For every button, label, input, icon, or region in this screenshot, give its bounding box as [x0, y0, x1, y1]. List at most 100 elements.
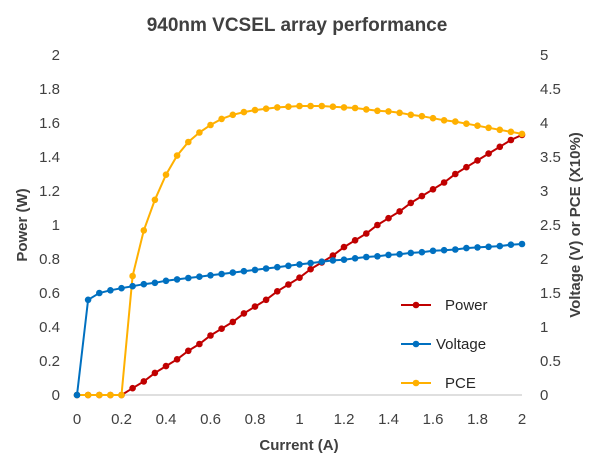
data-point-power [351, 237, 359, 244]
data-point-voltage [374, 252, 381, 260]
right-y-tick-label: 4.5 [540, 81, 561, 98]
data-point-pce [496, 126, 504, 134]
left-y-tick-label: 1.6 [39, 115, 60, 132]
data-point-voltage [429, 247, 437, 255]
data-point-voltage [118, 284, 125, 292]
data-point-pce [452, 118, 459, 125]
data-point-power [262, 296, 270, 304]
data-point-pce [363, 106, 370, 113]
data-point-voltage [129, 282, 136, 290]
data-point-voltage [474, 244, 481, 251]
data-point-pce [185, 138, 192, 146]
data-point-power [162, 362, 170, 370]
data-point-power [274, 288, 281, 295]
left-y-tick-label: 0.8 [39, 251, 60, 268]
data-point-voltage [363, 253, 370, 261]
data-point-pce [385, 108, 392, 115]
x-tick-label: 0 [73, 411, 81, 428]
x-tick-label: 1.8 [467, 411, 488, 428]
data-point-pce [173, 152, 181, 159]
legend: Power Voltage PCE [401, 297, 488, 392]
data-point-power [140, 378, 148, 385]
data-point-voltage [496, 242, 504, 250]
data-point-pce [229, 111, 237, 119]
data-point-voltage [463, 244, 470, 252]
legend-marker-voltage [412, 340, 420, 348]
data-point-voltage [485, 243, 492, 251]
data-point-power [240, 310, 248, 317]
left-y-tick-label: 1.8 [39, 81, 60, 98]
data-point-voltage [196, 273, 203, 281]
left-y-tick-label: 0.6 [39, 285, 60, 302]
left-y-tick-label: 0 [52, 387, 60, 404]
data-point-power [485, 150, 492, 157]
data-point-power [251, 303, 259, 310]
data-point-voltage [296, 261, 303, 268]
legend-label-pce: PCE [445, 375, 476, 392]
data-point-power [363, 230, 370, 237]
data-point-pce [262, 105, 270, 112]
right-y-tick-label: 2.5 [540, 217, 561, 234]
data-point-power [385, 214, 392, 222]
x-tick-label: 0.2 [111, 411, 132, 428]
left-y-tick-label: 2 [52, 47, 60, 64]
x-tick-label: 2 [518, 411, 526, 428]
data-point-voltage [84, 296, 92, 304]
data-point-pce [307, 102, 314, 110]
data-point-voltage [340, 256, 348, 264]
data-point-power [307, 265, 314, 273]
data-point-power [229, 318, 237, 326]
data-point-voltage [185, 274, 192, 282]
x-axis-title: Current (A) [259, 437, 338, 454]
data-point-pce [285, 103, 292, 110]
data-point-power [207, 332, 214, 339]
legend-label-power: Power [445, 297, 488, 314]
data-point-voltage [262, 265, 270, 272]
data-point-pce [196, 129, 203, 136]
data-point-voltage [140, 280, 148, 288]
left-y-tick-labels: 0 0.2 0.4 0.6 0.8 1 1.2 1.4 1.6 1.8 2 [39, 47, 60, 404]
data-point-power [507, 136, 515, 144]
legend-label-voltage: Voltage [436, 336, 486, 353]
data-point-pce [274, 104, 281, 111]
data-point-pce [218, 115, 225, 123]
series-layer [73, 102, 526, 399]
data-point-pce [340, 104, 348, 111]
data-point-power [129, 384, 136, 392]
data-point-power [474, 157, 481, 164]
data-point-power [151, 369, 159, 377]
series-voltage [73, 240, 526, 399]
data-point-voltage [107, 287, 114, 294]
data-point-pce [240, 108, 248, 116]
data-point-pce [118, 391, 125, 399]
data-point-pce [251, 106, 259, 114]
x-tick-label: 0.8 [245, 411, 266, 428]
data-point-voltage [218, 270, 225, 278]
data-point-power [340, 243, 348, 251]
x-tick-label: 1.2 [334, 411, 355, 428]
chart-title: 940nm VCSEL array performance [147, 15, 448, 36]
data-point-pce [318, 102, 326, 110]
data-point-pce [84, 391, 92, 399]
data-point-voltage [162, 277, 170, 285]
data-point-pce [474, 122, 481, 129]
data-point-voltage [329, 257, 337, 264]
data-point-power [296, 274, 303, 282]
data-point-power [496, 143, 504, 151]
data-point-voltage [173, 276, 181, 283]
data-point-voltage [207, 272, 214, 279]
data-point-pce [329, 103, 337, 110]
data-point-pce [162, 171, 170, 178]
data-point-power [285, 281, 292, 288]
left-y-axis-title: Power (W) [14, 188, 31, 261]
data-point-pce [463, 120, 470, 127]
data-point-voltage [318, 258, 326, 266]
data-point-voltage [518, 240, 526, 248]
data-point-voltage [452, 246, 459, 253]
x-tick-label: 1.6 [423, 411, 444, 428]
series-pce [73, 102, 526, 399]
right-y-tick-label: 3 [540, 183, 548, 200]
data-point-power [218, 325, 225, 333]
data-point-voltage [351, 254, 359, 262]
data-point-power [329, 252, 337, 259]
